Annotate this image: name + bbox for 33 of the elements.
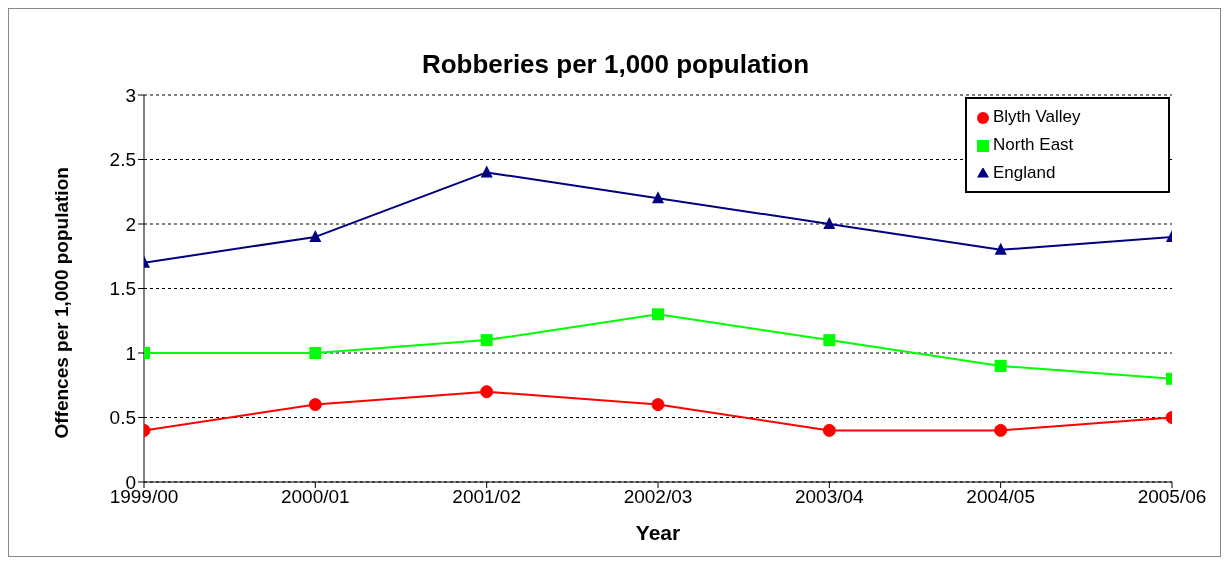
x-tick-label: 2003/04 (794, 486, 865, 508)
point (994, 359, 1007, 372)
y-tick-label: 0.5 (109, 407, 136, 429)
y-tick-label: 3 (125, 84, 136, 106)
point (823, 217, 836, 229)
y-axis-title: Offences per 1,000 population (50, 167, 72, 439)
x-tick-label: 2004/05 (966, 486, 1036, 508)
point (480, 165, 493, 178)
y-tick-label: 2.5 (109, 149, 136, 171)
point (308, 398, 322, 412)
legend-label: North East (993, 135, 1074, 154)
chart-title: Robberies per 1,000 population (420, 49, 811, 80)
x-tick-label: 2005/06 (1137, 486, 1207, 508)
x-tick-label: 2001/02 (452, 486, 522, 508)
point (651, 398, 665, 412)
point (652, 308, 664, 321)
point (822, 423, 836, 437)
point (480, 385, 494, 399)
x-axis-title: Year (635, 521, 681, 544)
y-tick-label: 1.5 (109, 278, 136, 300)
point (309, 229, 322, 242)
point (994, 423, 1008, 437)
x-tick-label: 2000/01 (280, 486, 350, 508)
point (480, 334, 493, 347)
y-tick-label: 2 (125, 213, 136, 235)
point (652, 191, 664, 204)
point (309, 347, 322, 359)
x-tick-label: 2002/03 (623, 486, 693, 508)
point (994, 242, 1007, 255)
y-tick-label: 1 (125, 342, 136, 364)
legend-label: England (993, 163, 1056, 182)
legend-label: Blyth Valley (993, 107, 1081, 126)
point (823, 334, 836, 347)
